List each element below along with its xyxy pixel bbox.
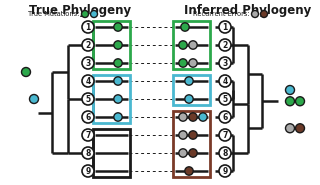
Circle shape (82, 165, 94, 177)
Circle shape (179, 149, 187, 157)
Circle shape (260, 11, 268, 18)
Text: 3: 3 (222, 58, 228, 68)
Circle shape (114, 95, 122, 103)
Circle shape (82, 111, 94, 123)
Circle shape (285, 97, 294, 106)
Circle shape (219, 165, 231, 177)
Text: 4: 4 (222, 77, 228, 85)
Circle shape (189, 41, 197, 49)
Circle shape (82, 11, 89, 18)
Text: Recurrent Errors:: Recurrent Errors: (193, 11, 250, 17)
Circle shape (189, 113, 197, 121)
Circle shape (82, 21, 94, 33)
Circle shape (285, 85, 294, 95)
Circle shape (285, 124, 294, 133)
Circle shape (219, 57, 231, 69)
Text: True Phylogeny: True Phylogeny (29, 4, 131, 17)
Text: 9: 9 (85, 166, 91, 176)
Bar (93, 21, 130, 69)
Circle shape (295, 97, 305, 106)
Circle shape (189, 131, 197, 139)
Text: 1: 1 (222, 23, 228, 31)
Circle shape (185, 77, 193, 85)
Circle shape (219, 93, 231, 105)
Circle shape (82, 75, 94, 87)
Text: 4: 4 (85, 77, 91, 85)
Circle shape (114, 77, 122, 85)
Text: 5: 5 (85, 95, 91, 103)
Text: True Mutations:: True Mutations: (28, 11, 79, 17)
Circle shape (189, 149, 197, 157)
Circle shape (82, 93, 94, 105)
Circle shape (179, 59, 187, 67)
Circle shape (114, 23, 122, 31)
Bar (173, 75, 210, 105)
Circle shape (189, 59, 197, 67)
Circle shape (179, 113, 187, 121)
Circle shape (252, 11, 259, 18)
Circle shape (219, 21, 231, 33)
Text: 9: 9 (222, 166, 228, 176)
Circle shape (199, 113, 207, 121)
Circle shape (114, 59, 122, 67)
Circle shape (179, 41, 187, 49)
Text: 8: 8 (85, 149, 91, 157)
Circle shape (185, 167, 193, 175)
Circle shape (181, 23, 189, 31)
Circle shape (219, 129, 231, 141)
Circle shape (219, 147, 231, 159)
Text: 7: 7 (85, 130, 91, 139)
Text: 6: 6 (85, 112, 91, 122)
Circle shape (21, 68, 30, 77)
Circle shape (219, 111, 231, 123)
Circle shape (82, 39, 94, 51)
Text: 2: 2 (222, 41, 228, 50)
Circle shape (295, 124, 305, 133)
Circle shape (82, 129, 94, 141)
Text: 3: 3 (85, 58, 91, 68)
Circle shape (91, 11, 98, 18)
Circle shape (82, 147, 94, 159)
Bar (93, 129, 130, 177)
Circle shape (114, 41, 122, 49)
Bar (173, 111, 210, 177)
Text: 7: 7 (222, 130, 228, 139)
Circle shape (114, 113, 122, 121)
Circle shape (82, 57, 94, 69)
Circle shape (219, 75, 231, 87)
Circle shape (179, 131, 187, 139)
Text: 6: 6 (222, 112, 228, 122)
Text: 1: 1 (85, 23, 91, 31)
Bar (93, 75, 130, 123)
Text: Inferred Phylogeny: Inferred Phylogeny (184, 4, 312, 17)
Bar (173, 21, 210, 69)
Text: 2: 2 (85, 41, 91, 50)
Text: 8: 8 (222, 149, 228, 157)
Text: 5: 5 (222, 95, 228, 103)
Circle shape (185, 95, 193, 103)
Circle shape (29, 95, 38, 103)
Circle shape (219, 39, 231, 51)
